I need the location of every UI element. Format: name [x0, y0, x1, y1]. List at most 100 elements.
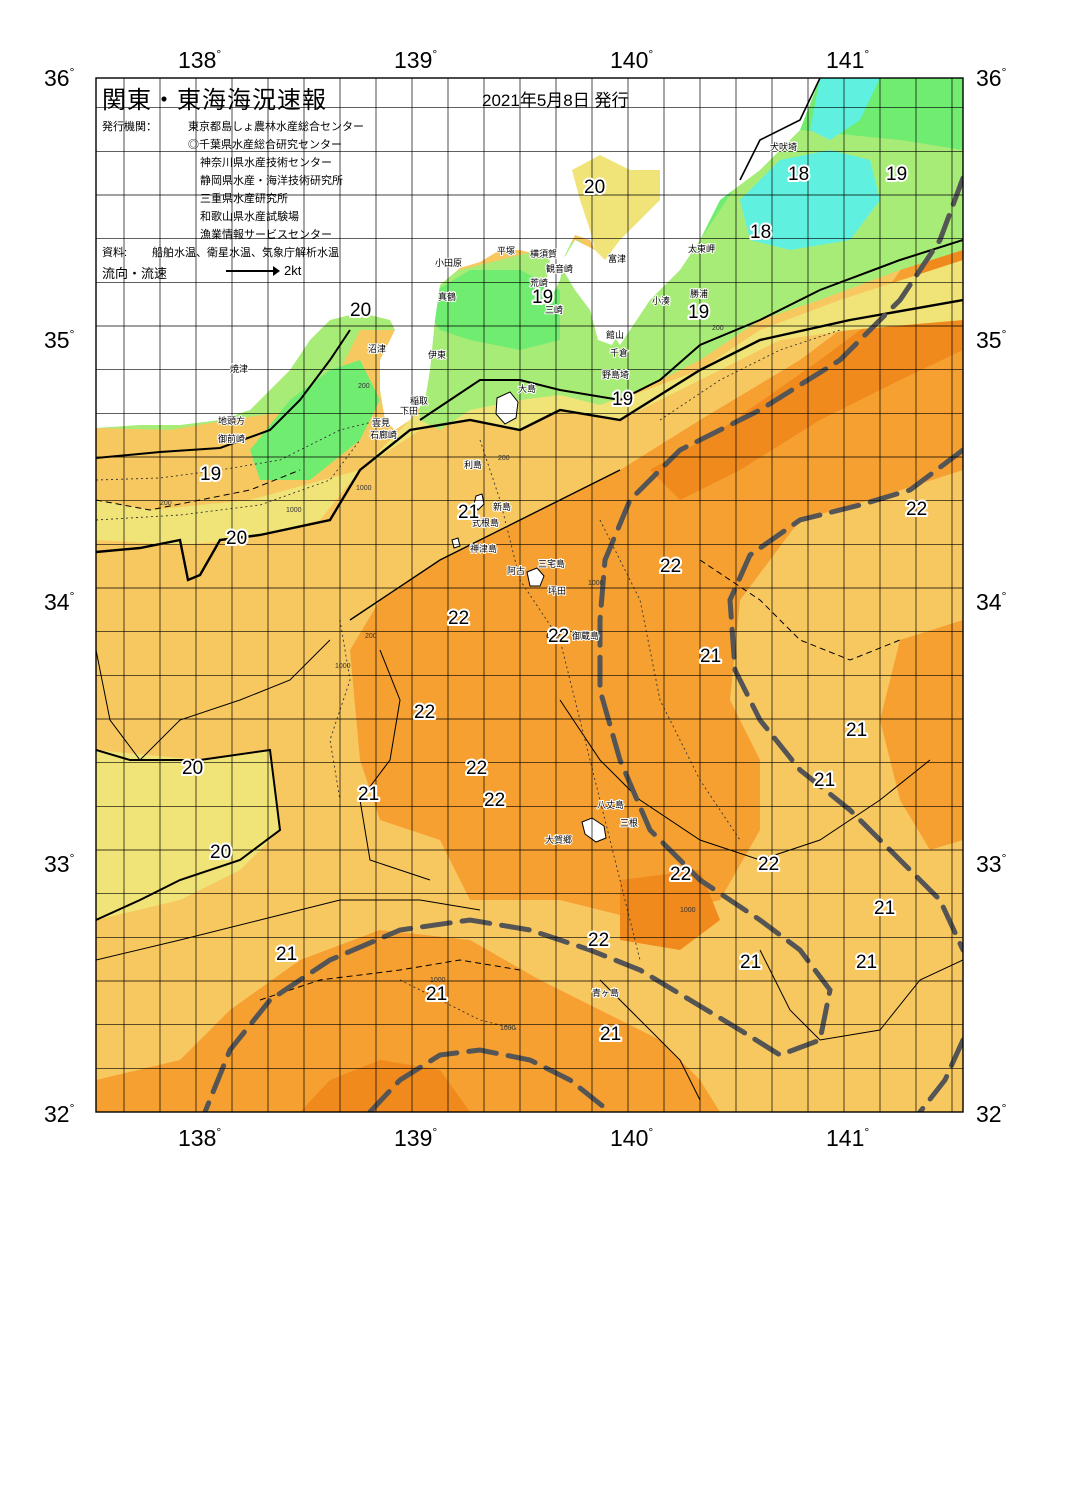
- isotherm-label: 22: [548, 626, 569, 647]
- isotherm-label: 19: [200, 464, 221, 485]
- depth-label: 1000: [500, 1025, 516, 1032]
- isotherm-label: 19: [532, 287, 553, 308]
- place-label: 犬吠埼: [770, 141, 797, 152]
- depth-label: 1000: [356, 485, 372, 492]
- isotherm-label: 21: [814, 770, 835, 791]
- isotherm-label: 21: [856, 952, 877, 973]
- contour-dashed: [699, 559, 901, 661]
- island-miyake: [526, 567, 545, 587]
- place-label: 利島: [464, 459, 482, 470]
- isotherm-label: 22: [414, 702, 435, 723]
- publisher-name: 静岡県水産・海洋技術研究所: [200, 175, 343, 187]
- isotherm-label: 21: [740, 952, 761, 973]
- lon-label-top: 141°: [826, 47, 869, 73]
- depth-label: 200: [712, 325, 724, 332]
- water-17-zone: [740, 150, 880, 250]
- isotherm-label: 22: [588, 930, 609, 951]
- depth-label: 1000: [680, 907, 696, 914]
- isotherm-label: 22: [758, 854, 779, 875]
- place-label: 三崎: [545, 304, 563, 315]
- isotherm-label: 20: [182, 758, 203, 779]
- place-label: 太東岬: [688, 243, 715, 254]
- isotherm-label: 21: [458, 502, 479, 523]
- publisher-name: ◎千葉県水産総合研究センター: [188, 139, 342, 151]
- place-label: 式根島: [472, 517, 499, 528]
- lon-label-bottom: 139°: [394, 1125, 437, 1151]
- place-label: 小田原: [435, 258, 462, 268]
- depth-1000-line: [599, 519, 741, 841]
- place-label: 石廊崎: [370, 429, 397, 440]
- isotherm-label: 21: [600, 1024, 621, 1045]
- water-20-zone: [96, 750, 280, 920]
- isotherm-label: 18: [788, 164, 809, 185]
- publisher-name: 東京都島しょ農林水産総合センター: [188, 121, 364, 133]
- depth-200-line: [659, 329, 841, 421]
- water-22-zone: [880, 620, 963, 850]
- lon-label-bottom: 140°: [610, 1125, 653, 1151]
- isotherm-label: 22: [448, 608, 469, 629]
- island-kozu: [451, 537, 461, 549]
- isotherm-label: 20: [210, 842, 231, 863]
- isotherm-label: 21: [358, 784, 379, 805]
- lat-label-right: 35°: [976, 327, 1007, 353]
- depth-label: 1000: [335, 663, 351, 670]
- contour-thin: [599, 979, 701, 1101]
- place-label: 新島: [493, 501, 511, 512]
- place-names: 犬吠埼 太東岬 勝浦 小湊 富津 館山 千倉 野島埼 横須賀 観音崎 荒崎 三崎…: [217, 140, 798, 999]
- water-22-zone: [350, 178, 963, 920]
- place-label: 伊東: [428, 349, 446, 360]
- flow-speed-label: 2kt: [284, 263, 302, 278]
- source-label: 資料:: [102, 247, 128, 259]
- place-label: 大島: [518, 383, 536, 394]
- water-20-zone: [96, 260, 963, 545]
- isotherm-label: 19: [886, 164, 907, 185]
- isotherm-label: 21: [426, 984, 447, 1005]
- water-22-zone: [96, 930, 720, 1112]
- place-label: 三根: [620, 817, 638, 828]
- axis-labels: 138° 139° 140° 141° 138° 139° 140° 141° …: [44, 47, 1007, 1151]
- issue-date: 2021年5月8日 発行: [482, 91, 629, 110]
- water-18-zone: [250, 360, 380, 480]
- isotherm-label: 21: [874, 898, 895, 919]
- place-label: 雲見: [372, 418, 390, 428]
- isotherm-label: 21: [700, 646, 721, 667]
- place-label: 神津島: [470, 543, 497, 554]
- isotherm-label: 21: [276, 944, 297, 965]
- place-label: 大賀郷: [545, 834, 572, 845]
- water-18-zone: [690, 78, 963, 240]
- contour-thin: [359, 649, 431, 881]
- publisher-name: 漁業情報サービスセンター: [200, 229, 332, 241]
- map-frame: [95, 77, 964, 1113]
- isotherm-labels: 20 18 19 18 19 19 20 19 19 20 21 22 22 2…: [180, 162, 929, 1047]
- isotherm-label: 20: [226, 528, 247, 549]
- isotherm-19: [419, 239, 963, 421]
- lon-label-top: 139°: [394, 47, 437, 73]
- island-mikura: [546, 627, 561, 641]
- lat-label-right: 32°: [976, 1101, 1007, 1127]
- flow-legend-label: 流向・流速: [102, 266, 168, 281]
- land-boso: [560, 240, 620, 345]
- place-label: 坪田: [548, 586, 566, 596]
- depth-label: 200: [358, 383, 370, 390]
- isotherm-label: 19: [688, 302, 709, 323]
- contour-dashed: [259, 959, 521, 1001]
- flow-arrow-icon: [226, 266, 280, 276]
- depth-label: 200: [498, 455, 510, 462]
- lon-label-bottom: 141°: [826, 1125, 869, 1151]
- lat-label-left: 32°: [44, 1101, 75, 1127]
- place-label: 富津: [608, 253, 626, 264]
- publisher-name: 和歌山県水産試験場: [200, 211, 299, 223]
- place-label: 下田: [400, 406, 418, 416]
- place-label: 三宅島: [538, 558, 565, 569]
- water-18-zone: [420, 270, 560, 350]
- lon-label-top: 140°: [610, 47, 653, 73]
- isotherm-21: [349, 469, 621, 621]
- island-oshima: [495, 391, 519, 425]
- publisher-label: 発行機関：: [102, 121, 157, 133]
- place-label: 千倉: [610, 347, 628, 358]
- lat-label-left: 35°: [44, 327, 75, 353]
- water-23-zone: [620, 870, 720, 950]
- place-label: 野島埼: [602, 369, 629, 380]
- lon-label-bottom: 138°: [178, 1125, 221, 1151]
- place-label: 小湊: [652, 295, 670, 306]
